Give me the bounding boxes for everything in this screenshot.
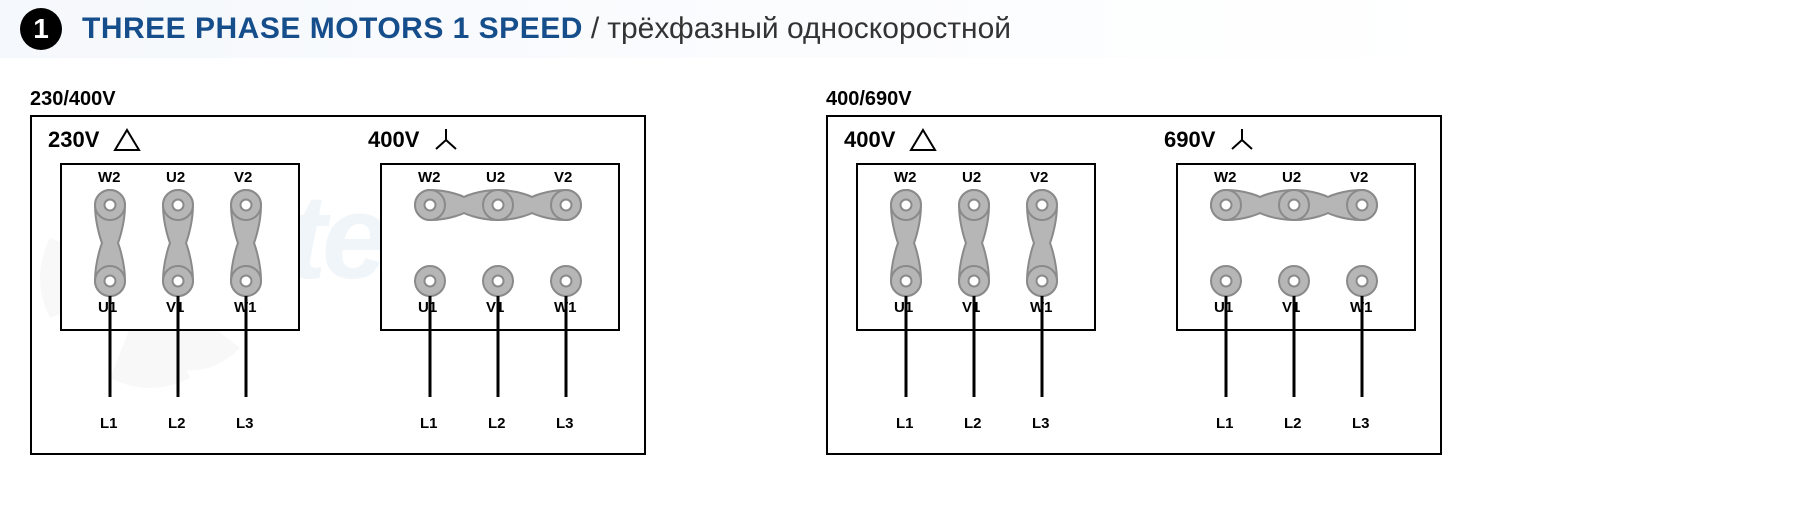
group-voltage-label: 230/400V bbox=[30, 88, 646, 111]
terminal-label: U1 bbox=[98, 299, 117, 316]
panel-header: 400V bbox=[844, 127, 1104, 153]
panel-header: 690V bbox=[1164, 127, 1424, 153]
line-label: L3 bbox=[1032, 415, 1050, 432]
line-label: L1 bbox=[896, 415, 914, 432]
wiring-panel-delta: 400V W2 U2 V2 U1 V1 W1 bbox=[844, 127, 1104, 443]
title-ru: трёхфазный односкоростной bbox=[607, 12, 1011, 46]
terminal-label: V2 bbox=[554, 169, 572, 186]
header-bar: 1 THREE PHASE MOTORS 1 SPEED / трёхфазны… bbox=[0, 0, 1817, 58]
line-label: L1 bbox=[420, 415, 438, 432]
wiring-panel-wye: 400V W2 U2 V2 U1 V1 W1 bbox=[368, 127, 628, 443]
terminal-label: W1 bbox=[554, 299, 577, 316]
terminal-label: U1 bbox=[1214, 299, 1233, 316]
wiring-diagram: W2 U2 V2 U1 V1 W1 L1 L2 L3 bbox=[368, 163, 628, 443]
terminal-label: V1 bbox=[1282, 299, 1300, 316]
terminal-label: V1 bbox=[962, 299, 980, 316]
terminal-label: W2 bbox=[98, 169, 121, 186]
wiring-diagram: W2 U2 V2 U1 V1 W1 L1 L2 L3 bbox=[844, 163, 1104, 443]
wiring-diagram: W2 U2 V2 U1 V1 W1 L1 L2 L3 bbox=[48, 163, 308, 443]
title-sep: / bbox=[591, 12, 599, 46]
terminal-label: V1 bbox=[166, 299, 184, 316]
terminal-label: V2 bbox=[1030, 169, 1048, 186]
line-label: L2 bbox=[964, 415, 982, 432]
wiring-diagram: W2 U2 V2 U1 V1 W1 L1 L2 L3 bbox=[1164, 163, 1424, 443]
voltage-label: 230V bbox=[48, 127, 99, 153]
voltage-label: 400V bbox=[368, 127, 419, 153]
group-voltage-label: 400/690V bbox=[826, 88, 1442, 111]
line-label: L1 bbox=[1216, 415, 1234, 432]
terminal-label: W2 bbox=[894, 169, 917, 186]
terminal-label: U2 bbox=[486, 169, 505, 186]
line-label: L3 bbox=[236, 415, 254, 432]
terminal-label: W1 bbox=[234, 299, 257, 316]
wye-icon bbox=[433, 127, 459, 153]
voltage-label: 690V bbox=[1164, 127, 1215, 153]
terminal-label: W2 bbox=[418, 169, 441, 186]
terminal-label: U1 bbox=[418, 299, 437, 316]
terminal-label: U2 bbox=[962, 169, 981, 186]
terminal-label: W1 bbox=[1350, 299, 1373, 316]
terminal-label: V1 bbox=[486, 299, 504, 316]
delta-icon bbox=[909, 128, 937, 152]
wye-icon bbox=[1229, 127, 1255, 153]
delta-icon bbox=[113, 128, 141, 152]
section-number-badge: 1 bbox=[20, 8, 62, 50]
wiring-panel-delta: 230V W2 U2 V2 U1 V1 W1 bbox=[48, 127, 308, 443]
panel-header: 400V bbox=[368, 127, 628, 153]
line-label: L2 bbox=[168, 415, 186, 432]
voltage-group: 400/690V 400V bbox=[826, 88, 1442, 455]
terminal-label: V2 bbox=[234, 169, 252, 186]
terminal-label: U1 bbox=[894, 299, 913, 316]
terminal-label: U2 bbox=[166, 169, 185, 186]
line-label: L2 bbox=[1284, 415, 1302, 432]
voltage-label: 400V bbox=[844, 127, 895, 153]
group-outer-box: 230V W2 U2 V2 U1 V1 W1 bbox=[30, 115, 646, 455]
content-row: venttel 230/400V 230V bbox=[0, 88, 1817, 455]
terminal-label: W1 bbox=[1030, 299, 1053, 316]
line-label: L3 bbox=[556, 415, 574, 432]
terminal-label: W2 bbox=[1214, 169, 1237, 186]
voltage-group: 230/400V 230V bbox=[30, 88, 646, 455]
terminal-label: U2 bbox=[1282, 169, 1301, 186]
line-label: L3 bbox=[1352, 415, 1370, 432]
title-en: THREE PHASE MOTORS 1 SPEED bbox=[82, 12, 583, 46]
line-label: L1 bbox=[100, 415, 118, 432]
group-outer-box: 400V W2 U2 V2 U1 V1 W1 bbox=[826, 115, 1442, 455]
panel-header: 230V bbox=[48, 127, 308, 153]
line-label: L2 bbox=[488, 415, 506, 432]
wiring-panel-wye: 690V W2 U2 V2 U1 V1 W1 bbox=[1164, 127, 1424, 443]
terminal-label: V2 bbox=[1350, 169, 1368, 186]
